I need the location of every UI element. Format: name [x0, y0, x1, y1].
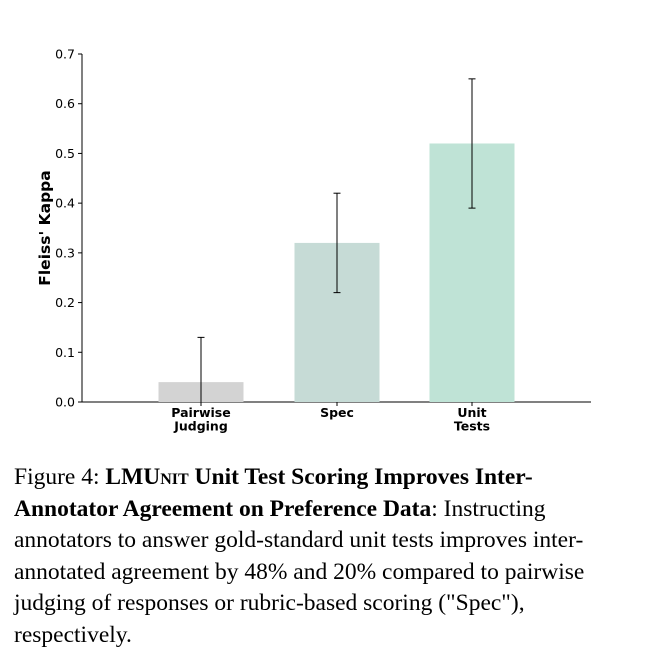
y-tick-label: 0.5 [55, 146, 75, 161]
x-tick-label: Pairwise Judging [171, 405, 230, 434]
bar-chart: 0.0 0.1 0.2 0.3 0.4 0.5 0.6 0.7 Pairwise Judging… [36, 47, 591, 434]
y-tick-label: 0.2 [55, 295, 75, 310]
bars [158, 143, 515, 402]
y-tick-label: 0.0 [55, 395, 75, 410]
caption-title: LMUnit Unit Test Scoring Improves Inter-… [14, 464, 533, 522]
y-axis: 0.0 0.1 0.2 0.3 0.4 0.5 0.6 0.7 [55, 47, 83, 410]
caption-title-nit: nit [160, 464, 189, 490]
caption-title-rest: Unit Test Scoring Improves Inter-Annotat… [14, 464, 533, 522]
y-tick-label: 0.1 [55, 345, 75, 360]
caption-label: Figure 4: [14, 464, 106, 490]
y-tick-label: 0.4 [55, 196, 75, 211]
error-bars [197, 78, 476, 402]
caption-title-lm: LMU [105, 464, 161, 490]
y-tick-label: 0.6 [55, 96, 75, 111]
y-axis-title: Fleiss' Kappa [36, 170, 54, 285]
x-tick-label: Spec [320, 405, 354, 420]
x-tick-label: Unit Tests [454, 405, 490, 434]
y-tick-label: 0.3 [55, 245, 75, 260]
caption-body: : Instructing annotators to answer gold-… [14, 495, 585, 648]
figure-caption: Figure 4: LMUnit Unit Test Scoring Impro… [14, 462, 624, 651]
y-tick-label: 0.7 [55, 47, 75, 62]
x-axis: Pairwise Judging Spec Unit Tests [82, 401, 591, 434]
